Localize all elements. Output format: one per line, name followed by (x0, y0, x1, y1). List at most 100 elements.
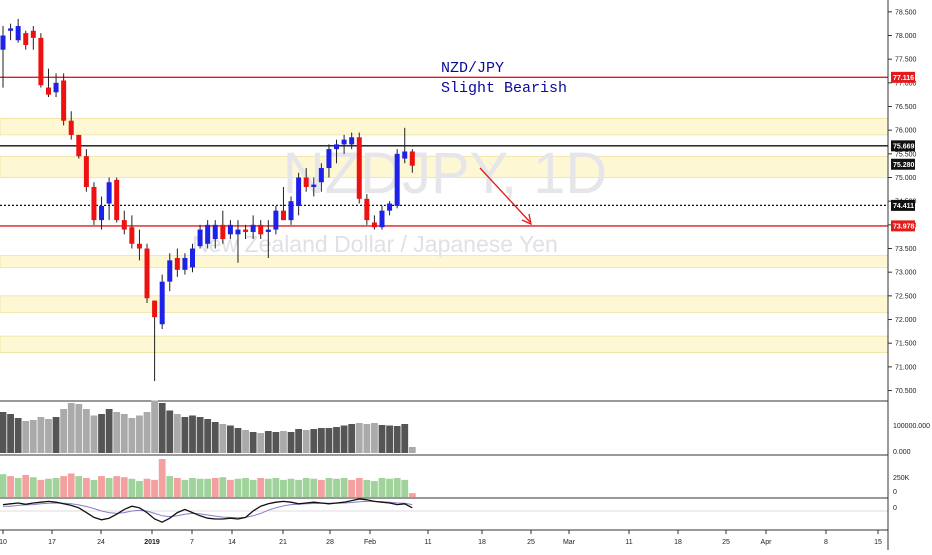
volume-bar (257, 433, 265, 453)
oscillator-bar (393, 478, 401, 497)
y-tick-label: 72.500 (895, 293, 917, 300)
candle (311, 177, 317, 197)
candle (144, 243, 150, 303)
candle-body (15, 26, 21, 41)
candle (235, 220, 241, 263)
candle (8, 23, 14, 41)
oscillator-bar (242, 478, 249, 497)
volume-bar (128, 418, 136, 453)
volume-bar (37, 417, 45, 453)
osc-layer (0, 459, 416, 497)
candle-body (371, 222, 377, 228)
x-tick-label: 2019 (144, 539, 160, 546)
candle (265, 220, 271, 258)
candle-body (409, 151, 415, 166)
line-axis-label: 0 (893, 505, 897, 512)
candle (394, 149, 400, 209)
candle (129, 215, 135, 249)
oscillator-bar (386, 478, 393, 497)
oscillator-bar (158, 459, 166, 497)
candle (303, 168, 309, 192)
candle-body (61, 80, 67, 121)
candle-body (0, 35, 6, 50)
volume-bar (310, 429, 318, 453)
support-resistance-zone (0, 295, 889, 313)
oscillator-bar (22, 474, 30, 497)
price-tag-bg (891, 199, 915, 211)
candle-body (318, 168, 324, 183)
volume-bar (333, 427, 340, 453)
candle (280, 186, 286, 221)
oscillator-bar (227, 479, 234, 497)
x-tick-label: 8 (824, 539, 828, 546)
x-tick-label: 18 (674, 539, 682, 546)
candle (121, 210, 127, 235)
oscillator-bar (105, 478, 113, 497)
oscillator-bar (295, 479, 303, 497)
candle (76, 134, 82, 159)
volume-bar (234, 428, 242, 453)
candle-body (106, 182, 112, 204)
candle-body (235, 229, 241, 235)
candle-body (250, 224, 256, 232)
candle-body (220, 224, 226, 240)
candle (402, 127, 408, 164)
volume-bar (0, 412, 7, 453)
volume-bar (363, 424, 371, 453)
candle (371, 215, 377, 230)
candle-body (227, 224, 233, 235)
oscillator-bar (401, 479, 409, 497)
candle (38, 33, 44, 88)
oscillator-bar (272, 478, 280, 497)
volume-bar (264, 431, 272, 453)
candle (409, 149, 415, 173)
candle-body (212, 224, 218, 240)
oscillator-bar (189, 478, 196, 497)
candle-body (311, 184, 317, 187)
candle (364, 194, 370, 225)
annotation-pair: NZD/JPY (441, 60, 504, 77)
oscillator-bar (90, 479, 98, 497)
candle-body (144, 248, 150, 299)
support-resistance-zone (0, 335, 889, 353)
volume-axis-label: 0.000 (893, 449, 911, 456)
candle (296, 172, 302, 216)
price-tag: 73.978 (891, 220, 915, 232)
volume-bar (386, 425, 393, 453)
candle (273, 205, 279, 235)
oscillator-bar (196, 478, 204, 497)
candle-body (197, 229, 203, 247)
candle-body (76, 134, 82, 157)
candle (159, 274, 165, 329)
price-labels: 77.116 75.669 75.280 74.411 73.978 (891, 71, 915, 232)
volume-bar (120, 414, 128, 453)
support-resistance-zone (0, 118, 889, 136)
candle-body (121, 220, 127, 230)
price-tag: 75.280 (891, 158, 915, 170)
oscillator-bar (7, 476, 14, 497)
candle-body (402, 151, 408, 159)
oscillator-bar (181, 479, 189, 497)
oscillator-bar (363, 479, 371, 497)
candle-body (205, 224, 211, 244)
candle-body (114, 179, 120, 221)
candle (53, 73, 59, 98)
price-tag-label: 75.669 (893, 143, 915, 150)
x-tick-label: 10 (0, 539, 7, 546)
volume-bar (348, 424, 356, 453)
candle (45, 68, 51, 98)
volume-bar (393, 426, 401, 453)
volume-bar (158, 403, 166, 453)
y-tick-label: 72.000 (895, 317, 917, 324)
price-tag-label: 74.411 (893, 203, 914, 210)
x-tick-label: 25 (527, 539, 535, 546)
price-tag-label: 73.978 (893, 223, 915, 230)
candle-body (258, 224, 264, 235)
oscillator-bar (333, 478, 340, 497)
oscillator-bar (82, 478, 90, 497)
oscillator-bar (378, 478, 386, 497)
volume-axis-label: 100000.000 (893, 423, 930, 430)
oscillator-axis: 250K 0 0 (893, 475, 910, 512)
candle-body (334, 144, 340, 150)
x-tick-label: 11 (625, 539, 632, 546)
